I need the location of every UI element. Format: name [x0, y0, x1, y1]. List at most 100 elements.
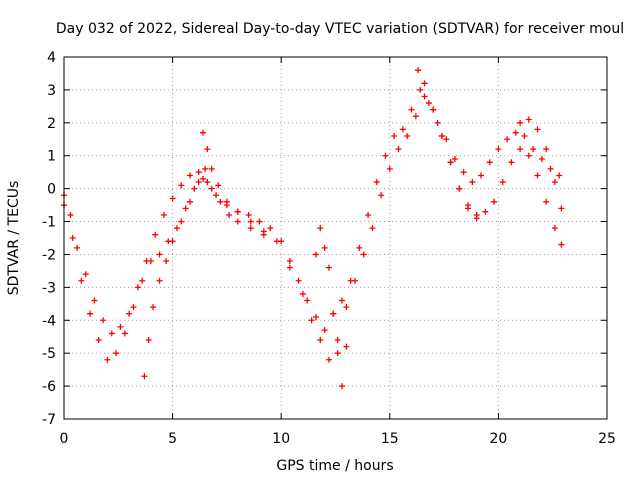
data-point [150, 304, 157, 311]
data-point [534, 126, 541, 133]
data-point [386, 165, 393, 172]
data-point [558, 241, 565, 248]
data-point [145, 337, 152, 344]
data-point [473, 215, 480, 222]
data-point [100, 317, 107, 324]
data-point [139, 277, 146, 284]
y-tick-label: 4 [47, 50, 56, 66]
data-point [91, 297, 98, 304]
data-point [200, 175, 207, 182]
data-point [169, 195, 176, 202]
data-point [556, 172, 563, 179]
series-track-d [200, 129, 267, 235]
axis-ticks: -7 -6 -5 -4 -3 -2 -1 0 1 2 3 4 0 5 10 15 20 25 [42, 50, 616, 447]
data-point [478, 172, 485, 179]
series-track-f [415, 67, 480, 222]
data-point [82, 271, 89, 278]
data-point [365, 211, 372, 218]
data-point [430, 106, 437, 113]
data-point [421, 93, 428, 100]
data-point [369, 225, 376, 232]
data-point [421, 80, 428, 87]
data-point [182, 205, 189, 212]
data-point [517, 119, 524, 126]
data-point [200, 129, 207, 136]
data-point [147, 258, 154, 265]
data-point [530, 146, 537, 153]
data-point [321, 327, 328, 334]
data-point [69, 235, 76, 241]
data-point [317, 337, 324, 344]
x-tick-label: 10 [272, 431, 290, 447]
data-point [517, 146, 524, 153]
x-tick-label: 15 [381, 431, 399, 447]
data-point [373, 179, 380, 186]
data-point [74, 244, 81, 251]
data-point [160, 211, 167, 218]
data-point [425, 100, 432, 107]
data-point [504, 136, 511, 143]
data-point [204, 146, 211, 153]
data-point [256, 218, 263, 225]
data-point [464, 205, 471, 212]
data-point [156, 251, 163, 258]
data-point [169, 238, 176, 245]
data-point [399, 126, 406, 133]
data-point [304, 297, 311, 304]
data-point [308, 317, 315, 324]
data-point [186, 172, 193, 179]
data-point [156, 277, 163, 284]
data-point [482, 208, 489, 215]
data-point [317, 225, 324, 232]
data-point [330, 310, 337, 317]
y-tick-label: -5 [42, 346, 56, 362]
data-point [108, 330, 115, 337]
data-point [352, 277, 359, 284]
y-tick-label: -7 [42, 412, 56, 428]
data-point [417, 86, 424, 93]
data-point [525, 152, 532, 159]
data-point [67, 211, 74, 218]
data-point [234, 208, 241, 215]
data-point [339, 383, 346, 390]
data-point [325, 264, 332, 271]
series-track-c [141, 165, 209, 380]
data-point [191, 185, 198, 192]
data-point [178, 218, 185, 225]
data-point [226, 211, 233, 218]
data-point [360, 251, 367, 258]
x-axis-label: GPS time / hours [276, 458, 393, 474]
data-point [412, 113, 419, 120]
data-point [321, 244, 328, 251]
data-point [202, 165, 209, 172]
data-point [404, 132, 411, 139]
data-point [551, 225, 558, 232]
data-point [325, 356, 332, 363]
data-point [339, 297, 346, 304]
data-point [343, 343, 350, 350]
data-point [267, 225, 274, 232]
data-point [130, 304, 137, 311]
data-point [499, 179, 506, 186]
data-point [525, 116, 532, 123]
data-point [395, 146, 402, 153]
data-point [512, 129, 519, 136]
data-point [378, 192, 385, 199]
data-point [113, 350, 120, 357]
data-points [61, 67, 565, 390]
data-point [408, 106, 415, 113]
data-point [95, 337, 102, 344]
data-point [547, 165, 554, 172]
x-tick-label: 0 [60, 431, 69, 447]
data-point [247, 225, 254, 232]
chart-title: Day 032 of 2022, Sidereal Day-to-day VTE… [56, 21, 624, 37]
data-point [486, 159, 493, 166]
data-point [104, 356, 111, 363]
data-point [141, 373, 148, 380]
y-axis-label: SDTVAR / TECUs [6, 181, 22, 296]
y-tick-label: 0 [47, 182, 56, 198]
data-point [121, 330, 128, 337]
x-tick-label: 5 [168, 431, 177, 447]
data-point [334, 350, 341, 357]
